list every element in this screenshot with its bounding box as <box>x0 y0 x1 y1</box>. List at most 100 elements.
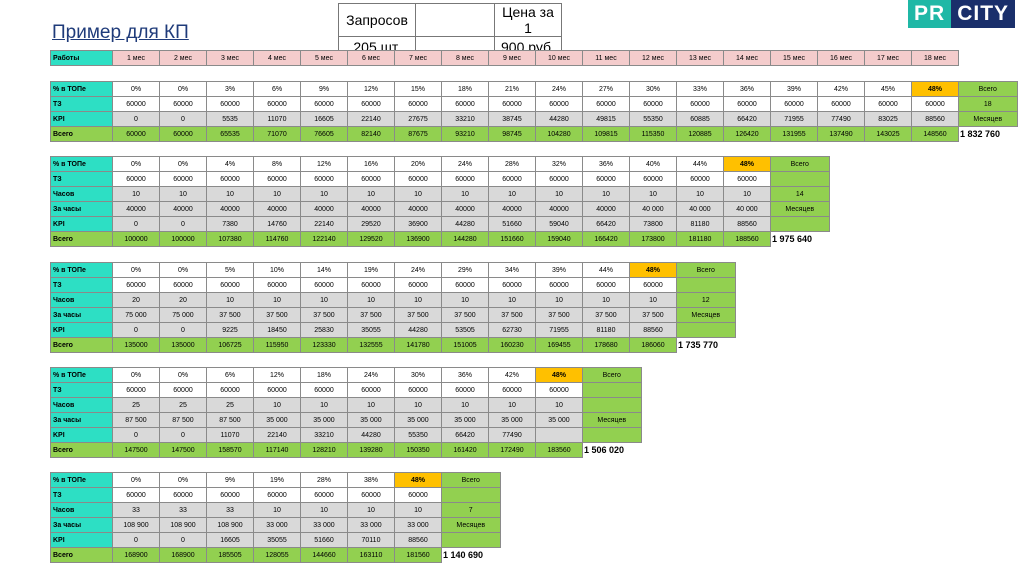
fee-cell: 35 000 <box>253 412 301 428</box>
hours-cell: 10 <box>253 502 301 518</box>
tz-cell: 60000 <box>488 96 536 112</box>
tz-cell: 60000 <box>159 96 207 112</box>
kpi-cell: 0 <box>159 216 207 232</box>
fee-cell: 87 500 <box>206 412 254 428</box>
total-row: Всего 100000 100000 107380 114760 122140 12952… <box>50 231 829 247</box>
kpi-cell: 88560 <box>911 111 959 127</box>
pct-cell: 12% <box>347 81 395 97</box>
month-header-cell: 14 мес <box>723 50 771 66</box>
total-label: Всего <box>50 231 113 247</box>
kpi-cell: 70110 <box>347 532 395 548</box>
price-label: Цена за 1 <box>494 3 562 37</box>
fee-cell: 37 500 <box>582 307 630 323</box>
fee-cell: 37 500 <box>441 307 489 323</box>
pct-cell: 27% <box>582 81 630 97</box>
pct-row: % в ТОПе 0% 0% 9% 19% 28% 38% 48% Всего <box>50 472 501 488</box>
pct-cell: 0% <box>159 472 207 488</box>
fee-cell: 33 000 <box>347 517 395 533</box>
month-header-cell: 5 мес <box>300 50 348 66</box>
kpi-cell: 0 <box>159 427 207 443</box>
tz-cell: 60000 <box>535 171 583 187</box>
fee-cell: 40000 <box>488 201 536 217</box>
total-row: Всего 135000 135000 106725 115950 123330 13255… <box>50 337 735 353</box>
kpi-cell: 88560 <box>394 532 442 548</box>
kpi-cell: 51660 <box>488 216 536 232</box>
fee-cell: 40000 <box>535 201 583 217</box>
tz-cell: 60000 <box>206 171 254 187</box>
tz-cell: 60000 <box>159 487 207 503</box>
kpi-cell: 44280 <box>441 216 489 232</box>
total-cell: 120885 <box>676 126 724 142</box>
kpi-cell: 44280 <box>394 322 442 338</box>
hours-cell: 10 <box>441 397 489 413</box>
pct-cell: 5% <box>206 262 254 278</box>
hours-cell: 33 <box>159 502 207 518</box>
total-cell: 160230 <box>488 337 536 353</box>
total-cell: 131955 <box>770 126 818 142</box>
hours-cell: 10 <box>488 186 536 202</box>
tz-label: ТЗ <box>50 487 113 503</box>
tz-cell: 60000 <box>253 487 301 503</box>
kpi-row: KPI 0 0 11070 22140 33210 44280 55350 66420 77490 <box>50 427 642 443</box>
fee-cell: 33 000 <box>300 517 348 533</box>
kpi-cell: 11070 <box>253 111 301 127</box>
hours-cell: 10 <box>441 292 489 308</box>
tz-cell: 60000 <box>864 96 912 112</box>
pct-cell: 29% <box>441 262 489 278</box>
total-cell: 136900 <box>394 231 442 247</box>
kpi-cell: 0 <box>159 322 207 338</box>
month-header-cell: 11 мес <box>582 50 630 66</box>
tz-cell: 60000 <box>394 382 442 398</box>
summary-cell <box>441 532 501 548</box>
hours-cell: 10 <box>347 186 395 202</box>
total-cell: 172490 <box>488 442 536 458</box>
sum-header: Всего <box>958 81 1018 97</box>
total-cell: 126420 <box>723 126 771 142</box>
fee-cell: 35 000 <box>535 412 583 428</box>
total-cell: 185505 <box>206 547 254 563</box>
total-cell: 147500 <box>112 442 160 458</box>
kpi-cell: 81180 <box>582 322 630 338</box>
hours-cell: 10 <box>676 186 724 202</box>
months-word: Месяцев <box>582 412 642 428</box>
summary-cell <box>676 322 736 338</box>
pct-cell: 9% <box>300 81 348 97</box>
tz-cell: 60000 <box>112 277 160 293</box>
tz-cell: 60000 <box>347 96 395 112</box>
total-cell: 93210 <box>441 126 489 142</box>
hours-cell: 10 <box>535 186 583 202</box>
kpi-cell: 88560 <box>723 216 771 232</box>
pct-cell: 0% <box>112 367 160 383</box>
kpi-label: KPI <box>50 216 113 232</box>
tz-row: ТЗ 60000 60000 60000 60000 60000 60000 60000 600… <box>50 171 830 187</box>
pct-cell: 39% <box>770 81 818 97</box>
price-header-table: Запросов Цена за 1 205 шт. 900 руб. <box>338 3 562 57</box>
tz-label: ТЗ <box>50 96 113 112</box>
tz-row: ТЗ 60000 60000 60000 60000 60000 60000 60000 <box>50 487 501 503</box>
hours-row: Часов 25 25 25 10 10 10 10 10 10 10 <box>50 397 642 413</box>
months-word: Месяцев <box>770 201 830 217</box>
total-cell: 106725 <box>206 337 254 353</box>
total-cell: 168900 <box>112 547 160 563</box>
tz-cell: 60000 <box>300 96 348 112</box>
kpi-cell: 22140 <box>253 427 301 443</box>
total-cell: 129520 <box>347 231 395 247</box>
fee-cell: 40 000 <box>723 201 771 217</box>
pct-cell: 15% <box>394 81 442 97</box>
pct-cell: 36% <box>582 156 630 172</box>
total-cell: 135000 <box>112 337 160 353</box>
total-cell: 158570 <box>206 442 254 458</box>
tz-cell: 60000 <box>112 171 160 187</box>
total-cell: 117140 <box>253 442 301 458</box>
total-row: Всего 60000 60000 65535 71070 76605 82140 87675… <box>50 126 1017 142</box>
scenario-table-3: % в ТОПе 0% 0% 5% 10% 14% 19% 24% 29% 34% 39% 44% 48… <box>50 262 736 353</box>
hours-cell: 10 <box>112 186 160 202</box>
tz-cell: 60000 <box>112 382 160 398</box>
pct-cell: 48% <box>535 367 583 383</box>
tz-cell: 60000 <box>582 96 630 112</box>
kpi-cell: 29520 <box>347 216 395 232</box>
tz-cell: 60000 <box>347 382 395 398</box>
total-cell: 128210 <box>300 442 348 458</box>
pct-row: % в ТОПе 0% 0% 4% 8% 12% 16% 20% 24% 28% 32% 36% 40%… <box>50 156 830 172</box>
requests-label: Запросов <box>338 3 416 37</box>
